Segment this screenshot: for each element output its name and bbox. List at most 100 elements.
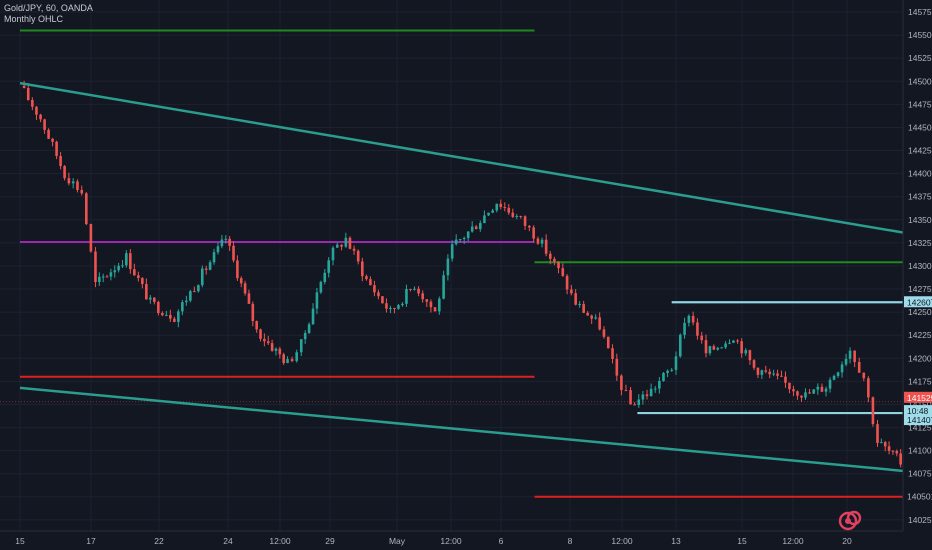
candle-body (274, 348, 278, 351)
candle-body (89, 224, 93, 252)
candle-body (853, 350, 856, 363)
candle-body (282, 354, 285, 364)
time-tick-label: 24 (223, 536, 233, 546)
price-tick-label: 142250 (908, 330, 932, 340)
candle-body (94, 251, 97, 283)
candle-body (602, 329, 606, 337)
candle-body (557, 261, 560, 269)
candle-body (658, 381, 661, 389)
price-tick-label: 142750 (908, 284, 932, 294)
candle-body (832, 375, 836, 380)
candle-body (270, 343, 274, 351)
candle-body (871, 397, 875, 425)
candle-body (251, 303, 255, 322)
candle-body (458, 239, 462, 241)
time-tick-label: 20 (842, 536, 852, 546)
price-tick-label: 144250 (908, 146, 932, 156)
candle-body (887, 446, 891, 451)
candle-body (286, 359, 289, 364)
time-tick-label: 15 (737, 536, 747, 546)
candle-body (895, 451, 899, 454)
time-tick-label: 8 (568, 536, 573, 546)
candle-body (764, 370, 768, 372)
candle-body (319, 281, 323, 293)
price-tag-box (904, 391, 932, 403)
time-axis[interactable] (0, 531, 903, 550)
symbol-title[interactable]: Gold/JPY, 60, OANDA (4, 3, 93, 13)
candle-body (98, 276, 101, 283)
indicator-label[interactable]: Monthly OHLC (4, 14, 64, 24)
trendline-lower[interactable] (19, 386, 932, 503)
candle-body (417, 288, 420, 294)
candle-body (624, 390, 628, 392)
candle-body (307, 324, 311, 333)
time-tick-label: 6 (499, 536, 504, 546)
price-tick-label: 143750 (908, 192, 932, 202)
candle-body (365, 276, 368, 280)
candle-body (800, 395, 803, 398)
candle-body (263, 338, 266, 342)
candle-body (232, 245, 235, 261)
candle-body (503, 207, 507, 209)
candle-body (544, 239, 548, 254)
candle-body (55, 141, 58, 157)
candle-body (189, 291, 192, 301)
candle-body (720, 347, 723, 349)
time-tick-label: 15 (15, 536, 25, 546)
candle-body (303, 332, 307, 340)
candle-body (678, 334, 682, 357)
price-axis[interactable] (903, 0, 932, 550)
candle-body (820, 386, 824, 392)
candle-body (724, 343, 727, 348)
candle-body (840, 364, 844, 373)
trendline-upper[interactable] (19, 81, 932, 331)
time-tick-label: 29 (325, 536, 335, 546)
candle-body (141, 278, 144, 284)
candle-body (499, 203, 503, 208)
candle-body (653, 388, 657, 390)
candle-body (804, 392, 807, 398)
candle-body (816, 386, 820, 390)
candle-body (716, 347, 720, 350)
candle-body (76, 181, 79, 190)
candle-body (169, 314, 172, 319)
candle-body (101, 276, 105, 278)
candle-body (553, 258, 556, 262)
price-tick-label: 142000 (908, 353, 932, 363)
candle-body (43, 119, 46, 130)
candle-body (844, 358, 848, 365)
price-tick-label: 144750 (908, 99, 932, 109)
candle-body (704, 340, 708, 354)
price-tick-label: 141750 (908, 376, 932, 386)
candle-body (145, 283, 148, 300)
candle-body (615, 358, 619, 376)
candle-body (377, 292, 380, 297)
candle-body (511, 212, 515, 217)
candle-body (80, 189, 84, 194)
candle-body (413, 288, 416, 290)
chart-legend: Gold/JPY, 60, OANDA Monthly OHLC (4, 3, 93, 25)
candle-body (454, 239, 458, 245)
price-tick-label: 145250 (908, 53, 932, 63)
candle-body (776, 373, 779, 376)
candle-body (67, 178, 71, 184)
candle-body (247, 293, 251, 304)
candle-body (153, 297, 156, 302)
candle-body (197, 285, 200, 292)
candle-body (732, 340, 735, 343)
candle-body (828, 379, 832, 389)
candle-body (409, 288, 412, 290)
candle-body (442, 275, 445, 299)
candle-body (327, 260, 330, 273)
candle-body (637, 399, 641, 405)
candle-body (105, 276, 109, 278)
tradingview-logo-icon[interactable] (836, 509, 866, 531)
candle-body (883, 442, 887, 447)
candle-body (594, 317, 597, 319)
candle-body (700, 335, 704, 341)
candle-body (85, 193, 88, 225)
candle-body (598, 317, 601, 330)
candle-body (185, 300, 188, 303)
